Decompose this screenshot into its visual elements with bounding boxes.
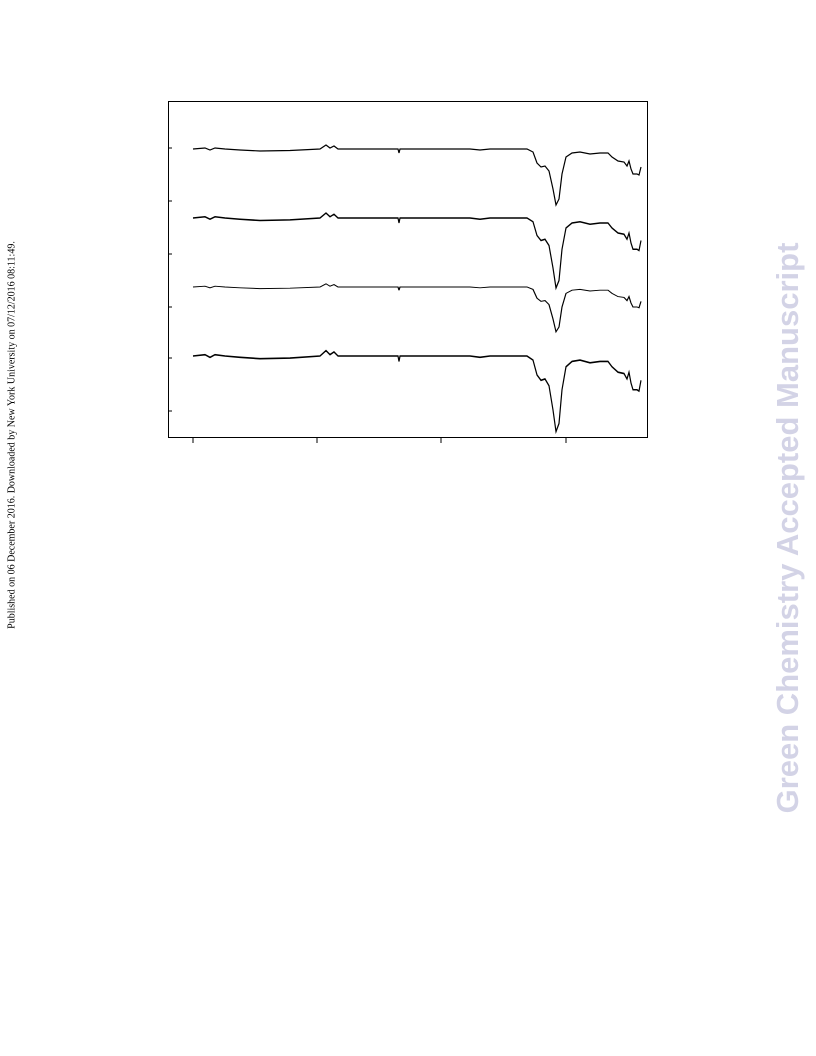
plot-frame [168, 101, 648, 438]
spectrum [192, 212, 642, 289]
ticks [168, 147, 567, 443]
spectrum [192, 144, 642, 206]
spectrum [192, 283, 642, 333]
spectrum [192, 349, 642, 433]
